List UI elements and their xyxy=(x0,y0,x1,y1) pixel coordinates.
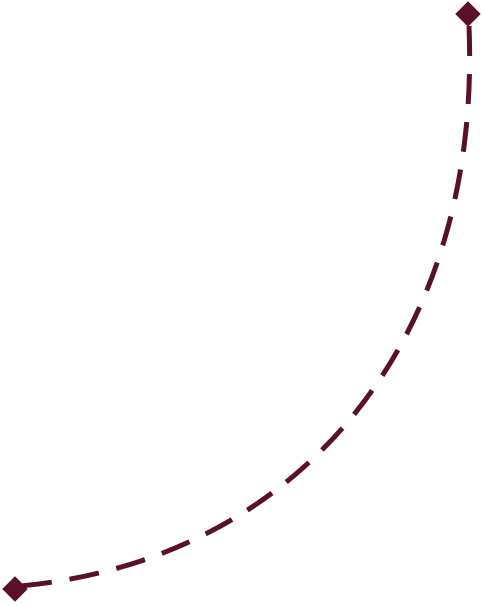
diamond-marker-top[interactable] xyxy=(455,1,481,27)
diamond-marker-bottom[interactable] xyxy=(2,576,28,602)
dashed-curve-line xyxy=(19,25,473,589)
